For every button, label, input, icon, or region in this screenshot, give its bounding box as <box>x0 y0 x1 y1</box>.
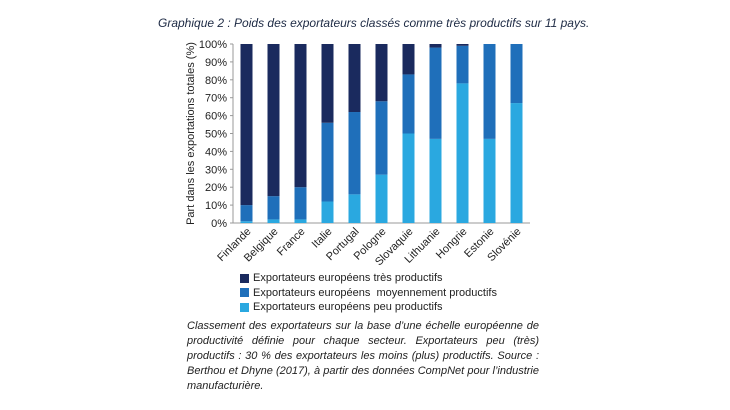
bar-segment-pologne-1 <box>375 101 388 175</box>
y-tick-label: 90% <box>205 57 227 69</box>
y-tick-label: 100% <box>199 39 227 51</box>
y-tick-label: 0% <box>211 218 227 230</box>
bar-segment-belgique-0 <box>267 219 280 223</box>
legend-item: Exportateurs européens peu productifs <box>240 300 497 315</box>
bar-segment-italie-0 <box>321 201 334 223</box>
bar-segment-belgique-2 <box>267 44 280 197</box>
legend-swatch <box>240 288 249 298</box>
bar-segment-estonie-1 <box>483 44 496 139</box>
caption-note: Classement des exportateurs sur la base … <box>187 320 539 392</box>
bar-segment-slovaquie-1 <box>402 74 415 134</box>
bar-segment-hongrie-1 <box>456 45 469 84</box>
y-tick-labels: 0% 10% 20% 30% 40% 50% 60% 70% 80% 90% 100% <box>199 39 233 230</box>
y-tick-label: 50% <box>205 129 227 141</box>
bar-segment-finlande-1 <box>240 205 253 222</box>
bar-segment-portugal-2 <box>348 44 361 113</box>
bar-segment-hongrie-2 <box>456 44 469 46</box>
chart-title: Graphique 2 : Poids des exportateurs cla… <box>158 16 590 30</box>
legend-label: Exportateurs européens moyennement produ… <box>253 286 497 299</box>
y-tick-label: 20% <box>205 182 227 194</box>
bar-segment-italie-1 <box>321 122 334 202</box>
bar-segment-pologne-0 <box>375 174 388 223</box>
bar-segment-slovaquie-0 <box>402 133 415 223</box>
bar-segment-slovaquie-2 <box>402 44 415 75</box>
bar-segment-france-2 <box>294 44 307 188</box>
legend: Exportateurs européens très productifs Ex… <box>240 271 497 315</box>
y-tick-label: 60% <box>205 111 227 123</box>
bar-segment-lithuanie-2 <box>429 44 442 48</box>
bar-segment-pologne-2 <box>375 44 388 102</box>
bar-segment-slovénie-0 <box>510 103 523 223</box>
y-tick-label: 10% <box>205 200 227 212</box>
legend-label: Exportateurs européens peu productifs <box>253 301 443 314</box>
bar-segment-hongrie-0 <box>456 83 469 223</box>
y-axis-label: Part dans les exportations totales (%) <box>185 42 197 225</box>
y-tick-label: 70% <box>205 93 227 105</box>
x-tick-label: France <box>275 226 308 259</box>
bar-segment-finlande-0 <box>240 221 253 223</box>
bar-segment-lithuanie-0 <box>429 138 442 223</box>
y-tick-label: 80% <box>205 75 227 87</box>
bar-segment-france-1 <box>294 187 307 220</box>
bar-segment-lithuanie-1 <box>429 47 442 139</box>
bar-segment-france-0 <box>294 219 307 223</box>
bar-segment-slovénie-1 <box>510 44 523 104</box>
y-tick-label: 30% <box>205 164 227 176</box>
legend-item: Exportateurs européens moyennement produ… <box>240 286 497 301</box>
bar-segment-finlande-2 <box>240 44 253 206</box>
legend-item: Exportateurs européens très productifs <box>240 271 497 286</box>
bar-segment-italie-2 <box>321 44 334 123</box>
bar-segment-belgique-1 <box>267 196 280 220</box>
legend-swatch <box>240 302 249 312</box>
legend-swatch <box>240 273 249 283</box>
legend-label: Exportateurs européens très productifs <box>253 272 443 285</box>
bars <box>240 44 523 223</box>
y-tick-label: 40% <box>205 146 227 158</box>
bar-segment-estonie-0 <box>483 138 496 223</box>
bar-segment-portugal-0 <box>348 194 361 223</box>
bar-segment-portugal-1 <box>348 112 361 195</box>
